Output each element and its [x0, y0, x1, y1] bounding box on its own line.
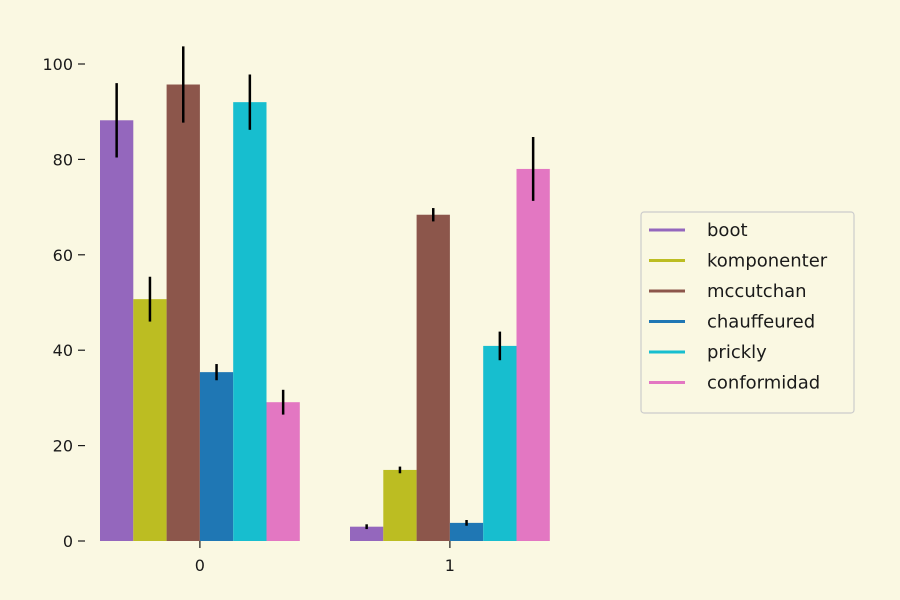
bar-chauffeured-0 — [199, 372, 234, 541]
bars-layer — [100, 84, 550, 542]
bar-prickly-0 — [233, 102, 267, 541]
y-tick-label: 0 — [63, 532, 73, 551]
y-tick-label: 80 — [53, 150, 73, 169]
x-tick-label: 1 — [445, 556, 455, 575]
legend-label-boot: boot — [707, 220, 748, 241]
y-tick-label: 40 — [53, 341, 73, 360]
bar-mccutchan-1 — [416, 214, 450, 541]
error-bars-layer — [115, 46, 535, 530]
bar-mccutchan-0 — [166, 84, 200, 542]
bar-boot-1 — [350, 526, 384, 541]
legend: boot komponenter mccutchan chauffeured prick… — [640, 211, 855, 414]
legend-label-prickly: prickly — [707, 342, 767, 363]
bar-conformidad-1 — [516, 168, 550, 541]
bar-komponenter-1 — [383, 469, 417, 541]
legend-label-chauffeured: chauffeured — [707, 312, 815, 333]
bar-chauffeured-1 — [449, 522, 484, 541]
y-tick-label: 60 — [53, 246, 73, 265]
bar-conformidad-0 — [266, 402, 300, 541]
legend-label-mccutchan: mccutchan — [707, 281, 807, 302]
bar-prickly-1 — [483, 345, 517, 541]
legend-box — [640, 211, 855, 414]
x-tick-label: 0 — [195, 556, 205, 575]
legend-label-conformidad: conformidad — [707, 373, 820, 394]
bar-boot-0 — [100, 120, 134, 541]
legend-label-komponenter: komponenter — [707, 251, 828, 272]
bar-komponenter-0 — [133, 299, 167, 541]
y-tick-label: 20 — [53, 437, 73, 456]
y-axis: 0 20 40 60 80 100 — [42, 55, 85, 551]
y-tick-label: 100 — [42, 55, 73, 74]
